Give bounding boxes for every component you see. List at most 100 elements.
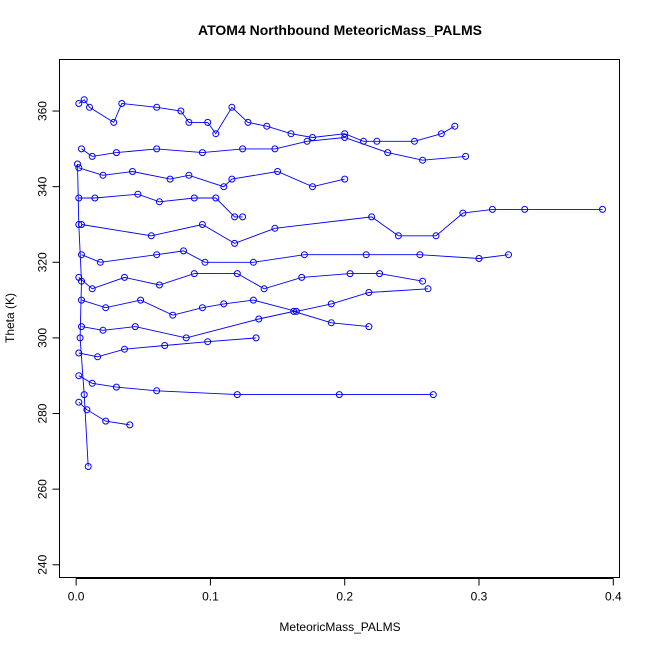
data-point bbox=[274, 168, 282, 175]
x-axis-label: MeteoricMass_PALMS bbox=[279, 620, 400, 634]
data-point bbox=[75, 349, 83, 357]
data-point bbox=[300, 251, 308, 259]
data-point bbox=[233, 391, 241, 399]
data-point bbox=[521, 205, 529, 213]
x-tick-label: 0.2 bbox=[336, 590, 353, 604]
series-line bbox=[81, 310, 369, 339]
data-point bbox=[451, 122, 459, 130]
series-line bbox=[78, 167, 345, 188]
data-point bbox=[126, 421, 134, 429]
data-series bbox=[74, 96, 606, 470]
data-point bbox=[112, 149, 120, 157]
data-point bbox=[341, 134, 349, 141]
data-point bbox=[263, 122, 271, 130]
data-point bbox=[177, 107, 185, 115]
data-point bbox=[252, 334, 260, 342]
data-point bbox=[94, 353, 102, 361]
data-point bbox=[220, 300, 228, 308]
series-line bbox=[81, 288, 429, 316]
y-axis-label: Theta (K) bbox=[3, 293, 17, 343]
data-point bbox=[155, 198, 163, 206]
data-point bbox=[75, 100, 83, 107]
y-tick-label: 320 bbox=[36, 252, 50, 272]
data-point bbox=[376, 270, 384, 278]
data-point bbox=[298, 273, 306, 281]
x-axis: 0.0 0.1 0.2 0.3 0.4 bbox=[68, 578, 622, 604]
data-point bbox=[368, 213, 376, 221]
y-tick-label: 260 bbox=[36, 479, 50, 499]
y-tick-label: 360 bbox=[36, 101, 50, 121]
data-point bbox=[102, 417, 110, 425]
data-point bbox=[78, 323, 85, 331]
data-point bbox=[437, 130, 445, 138]
data-point bbox=[190, 270, 198, 278]
data-point bbox=[505, 251, 512, 259]
data-point bbox=[88, 379, 96, 387]
y-tick-label: 300 bbox=[36, 328, 50, 348]
data-point bbox=[244, 118, 252, 126]
data-point bbox=[239, 145, 247, 153]
series-line bbox=[77, 163, 89, 467]
data-point bbox=[182, 334, 190, 342]
data-point bbox=[488, 205, 496, 213]
data-point bbox=[198, 149, 206, 157]
data-point bbox=[75, 398, 83, 406]
data-point bbox=[424, 285, 432, 293]
data-point bbox=[131, 323, 139, 331]
data-point bbox=[341, 175, 349, 183]
data-point bbox=[416, 251, 424, 259]
data-point bbox=[249, 296, 257, 304]
data-point bbox=[75, 164, 83, 172]
data-point bbox=[88, 285, 96, 293]
y-tick-label: 240 bbox=[36, 554, 50, 574]
data-point bbox=[287, 130, 295, 138]
y-tick-label: 280 bbox=[36, 403, 50, 423]
data-point bbox=[233, 270, 241, 278]
data-point bbox=[76, 334, 84, 342]
data-point bbox=[228, 175, 236, 183]
data-point bbox=[75, 372, 83, 380]
data-point bbox=[411, 137, 418, 145]
data-point bbox=[212, 130, 220, 138]
data-point bbox=[220, 183, 228, 191]
data-point bbox=[86, 103, 93, 111]
data-point bbox=[290, 307, 298, 315]
data-point bbox=[102, 304, 110, 312]
data-point bbox=[204, 338, 212, 346]
x-tick-label: 0.1 bbox=[202, 590, 219, 604]
data-point bbox=[271, 145, 279, 153]
data-point bbox=[327, 300, 335, 308]
data-point bbox=[475, 255, 483, 262]
series-line bbox=[78, 193, 243, 218]
plot-frame bbox=[59, 59, 620, 578]
data-point bbox=[75, 194, 83, 202]
data-point bbox=[84, 463, 92, 470]
data-point bbox=[204, 118, 212, 126]
data-point bbox=[239, 213, 247, 221]
data-point bbox=[365, 323, 373, 331]
data-point bbox=[155, 281, 163, 289]
data-point bbox=[599, 205, 606, 213]
x-tick-label: 0.4 bbox=[605, 590, 622, 604]
data-point bbox=[432, 232, 440, 240]
data-point bbox=[121, 273, 128, 281]
data-point bbox=[118, 100, 126, 107]
data-point bbox=[260, 285, 268, 293]
data-point bbox=[153, 145, 161, 153]
data-point bbox=[249, 258, 257, 266]
data-point bbox=[419, 277, 427, 285]
data-point bbox=[91, 194, 99, 202]
data-point bbox=[153, 251, 161, 259]
series-line bbox=[81, 208, 603, 244]
series-line bbox=[78, 401, 130, 426]
data-point bbox=[99, 171, 107, 179]
data-point bbox=[212, 194, 220, 202]
series-line bbox=[78, 99, 456, 142]
data-point bbox=[78, 251, 85, 259]
data-point bbox=[231, 213, 239, 221]
data-point bbox=[78, 145, 85, 153]
data-point bbox=[303, 137, 311, 145]
data-point bbox=[459, 209, 467, 217]
data-point bbox=[335, 391, 343, 399]
